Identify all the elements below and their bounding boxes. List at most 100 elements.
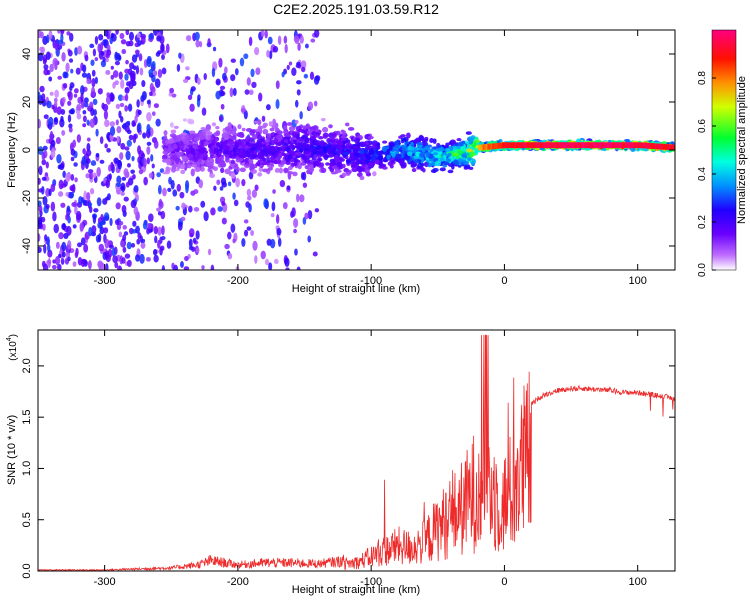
- spectral-cell: [154, 78, 161, 89]
- spectral-ridge-cell: [484, 144, 487, 150]
- spectral-cell: [357, 172, 363, 178]
- spectral-cell: [70, 173, 75, 181]
- spectral-cell: [209, 148, 215, 154]
- spectral-cell: [182, 118, 187, 122]
- spectral-cell: [283, 167, 289, 174]
- spectral-cell: [115, 30, 119, 35]
- spectral-cell: [156, 35, 162, 42]
- snr-multiplier-exp: 4: [6, 337, 13, 341]
- spectral-cell: [41, 176, 47, 181]
- spectral-cell: [76, 103, 82, 111]
- spectral-cell: [220, 103, 225, 110]
- spectral-cell: [448, 141, 453, 145]
- spectral-cell: [42, 223, 46, 231]
- spectral-cell: [104, 250, 110, 260]
- spectral-cell: [120, 115, 124, 123]
- spectral-cell: [284, 43, 288, 54]
- spectral-cell: [293, 228, 297, 234]
- spectral-cell: [95, 153, 100, 158]
- spectral-cell: [309, 71, 315, 81]
- spectral-cell: [85, 173, 91, 179]
- x-tick-label: -200: [227, 275, 249, 287]
- spectral-cell: [123, 196, 129, 202]
- spectral-ridge-cell: [562, 142, 566, 149]
- spectral-cell: [349, 152, 355, 157]
- colorbar-label: Normalized spectral amplitude: [736, 76, 748, 224]
- spectral-cell: [421, 147, 426, 153]
- spectral-cell: [240, 108, 247, 113]
- spectral-cell: [155, 118, 161, 127]
- spectral-cell: [296, 89, 301, 96]
- spectral-cell: [273, 159, 278, 165]
- spectral-cell: [296, 266, 301, 270]
- spectral-ridge-cell: [636, 142, 639, 149]
- spectral-cell: [235, 266, 240, 270]
- snr-x-label: Height of straight line (km): [292, 584, 420, 596]
- spectral-ridge-cell: [616, 142, 620, 149]
- colorbar-ticks: 0.0 0.2 0.4 0.6 0.8: [697, 71, 716, 277]
- spectral-cell: [447, 152, 452, 157]
- spectral-cell: [70, 156, 75, 162]
- spectral-cell: [215, 157, 223, 164]
- spectral-cell: [145, 256, 151, 262]
- spectral-cell: [146, 99, 151, 105]
- spectral-cell: [328, 124, 333, 129]
- spectral-cell: [62, 170, 66, 178]
- spectral-cell: [117, 265, 123, 270]
- spectral-cell: [120, 182, 126, 193]
- spectral-cell: [203, 72, 207, 80]
- spectral-cell: [105, 179, 111, 189]
- spectral-cell: [267, 167, 273, 171]
- spectral-cell: [110, 32, 115, 39]
- spectral-cell: [86, 192, 91, 201]
- spectral-cell: [76, 210, 82, 221]
- spectral-cell: [165, 158, 171, 164]
- spectral-ridge-cell: [568, 142, 572, 149]
- spectral-cell: [198, 130, 203, 137]
- spectral-cell: [266, 49, 270, 58]
- spectral-cell: [351, 155, 357, 162]
- spectral-cell: [335, 168, 339, 174]
- spectral-cell: [192, 133, 200, 137]
- spectral-ridge-cell: [663, 143, 666, 150]
- spectral-cell: [73, 93, 78, 98]
- spectral-cell: [255, 67, 261, 76]
- spectral-ridge-cell: [544, 142, 548, 149]
- spectral-cell: [137, 145, 142, 155]
- spectral-cell: [75, 67, 81, 75]
- spectral-cell: [354, 148, 359, 154]
- spectral-cell: [136, 238, 141, 245]
- spectral-cell: [124, 68, 130, 74]
- spectral-cell: [43, 114, 49, 120]
- spectral-cell: [41, 151, 46, 161]
- spectral-cell: [126, 120, 131, 125]
- spectral-cell: [270, 213, 275, 218]
- spectral-cell: [153, 70, 158, 77]
- spectral-cell: [61, 52, 66, 62]
- spectral-cell: [166, 240, 172, 249]
- spectral-cell: [127, 163, 131, 168]
- x-tick-label: 0: [501, 576, 507, 588]
- colorbar: 0.0 0.2 0.4 0.6 0.8 Normalized spectral ampl…: [697, 29, 748, 277]
- spectral-cell: [141, 90, 147, 101]
- spectral-cell: [314, 134, 319, 138]
- spectral-cell: [132, 65, 137, 71]
- spectral-cell: [314, 140, 321, 145]
- spectral-cell: [336, 140, 342, 146]
- spectral-cell: [53, 223, 60, 234]
- spectral-cell: [119, 102, 125, 108]
- spectral-ridge-cell: [506, 142, 510, 149]
- x-tick-label: -100: [360, 576, 382, 588]
- spectral-cell: [277, 35, 282, 45]
- spectral-cell: [243, 110, 248, 120]
- spectral-cell: [148, 69, 154, 76]
- spectral-cell: [241, 238, 246, 247]
- spectral-cell: [58, 179, 64, 190]
- spectral-cell: [347, 127, 355, 131]
- spectral-cell: [403, 154, 411, 160]
- spectral-cell: [270, 150, 276, 156]
- spectral-cell: [161, 225, 165, 236]
- y-tick-label: -20: [21, 190, 33, 206]
- spectral-cell: [461, 153, 467, 158]
- spectral-cell: [38, 188, 44, 193]
